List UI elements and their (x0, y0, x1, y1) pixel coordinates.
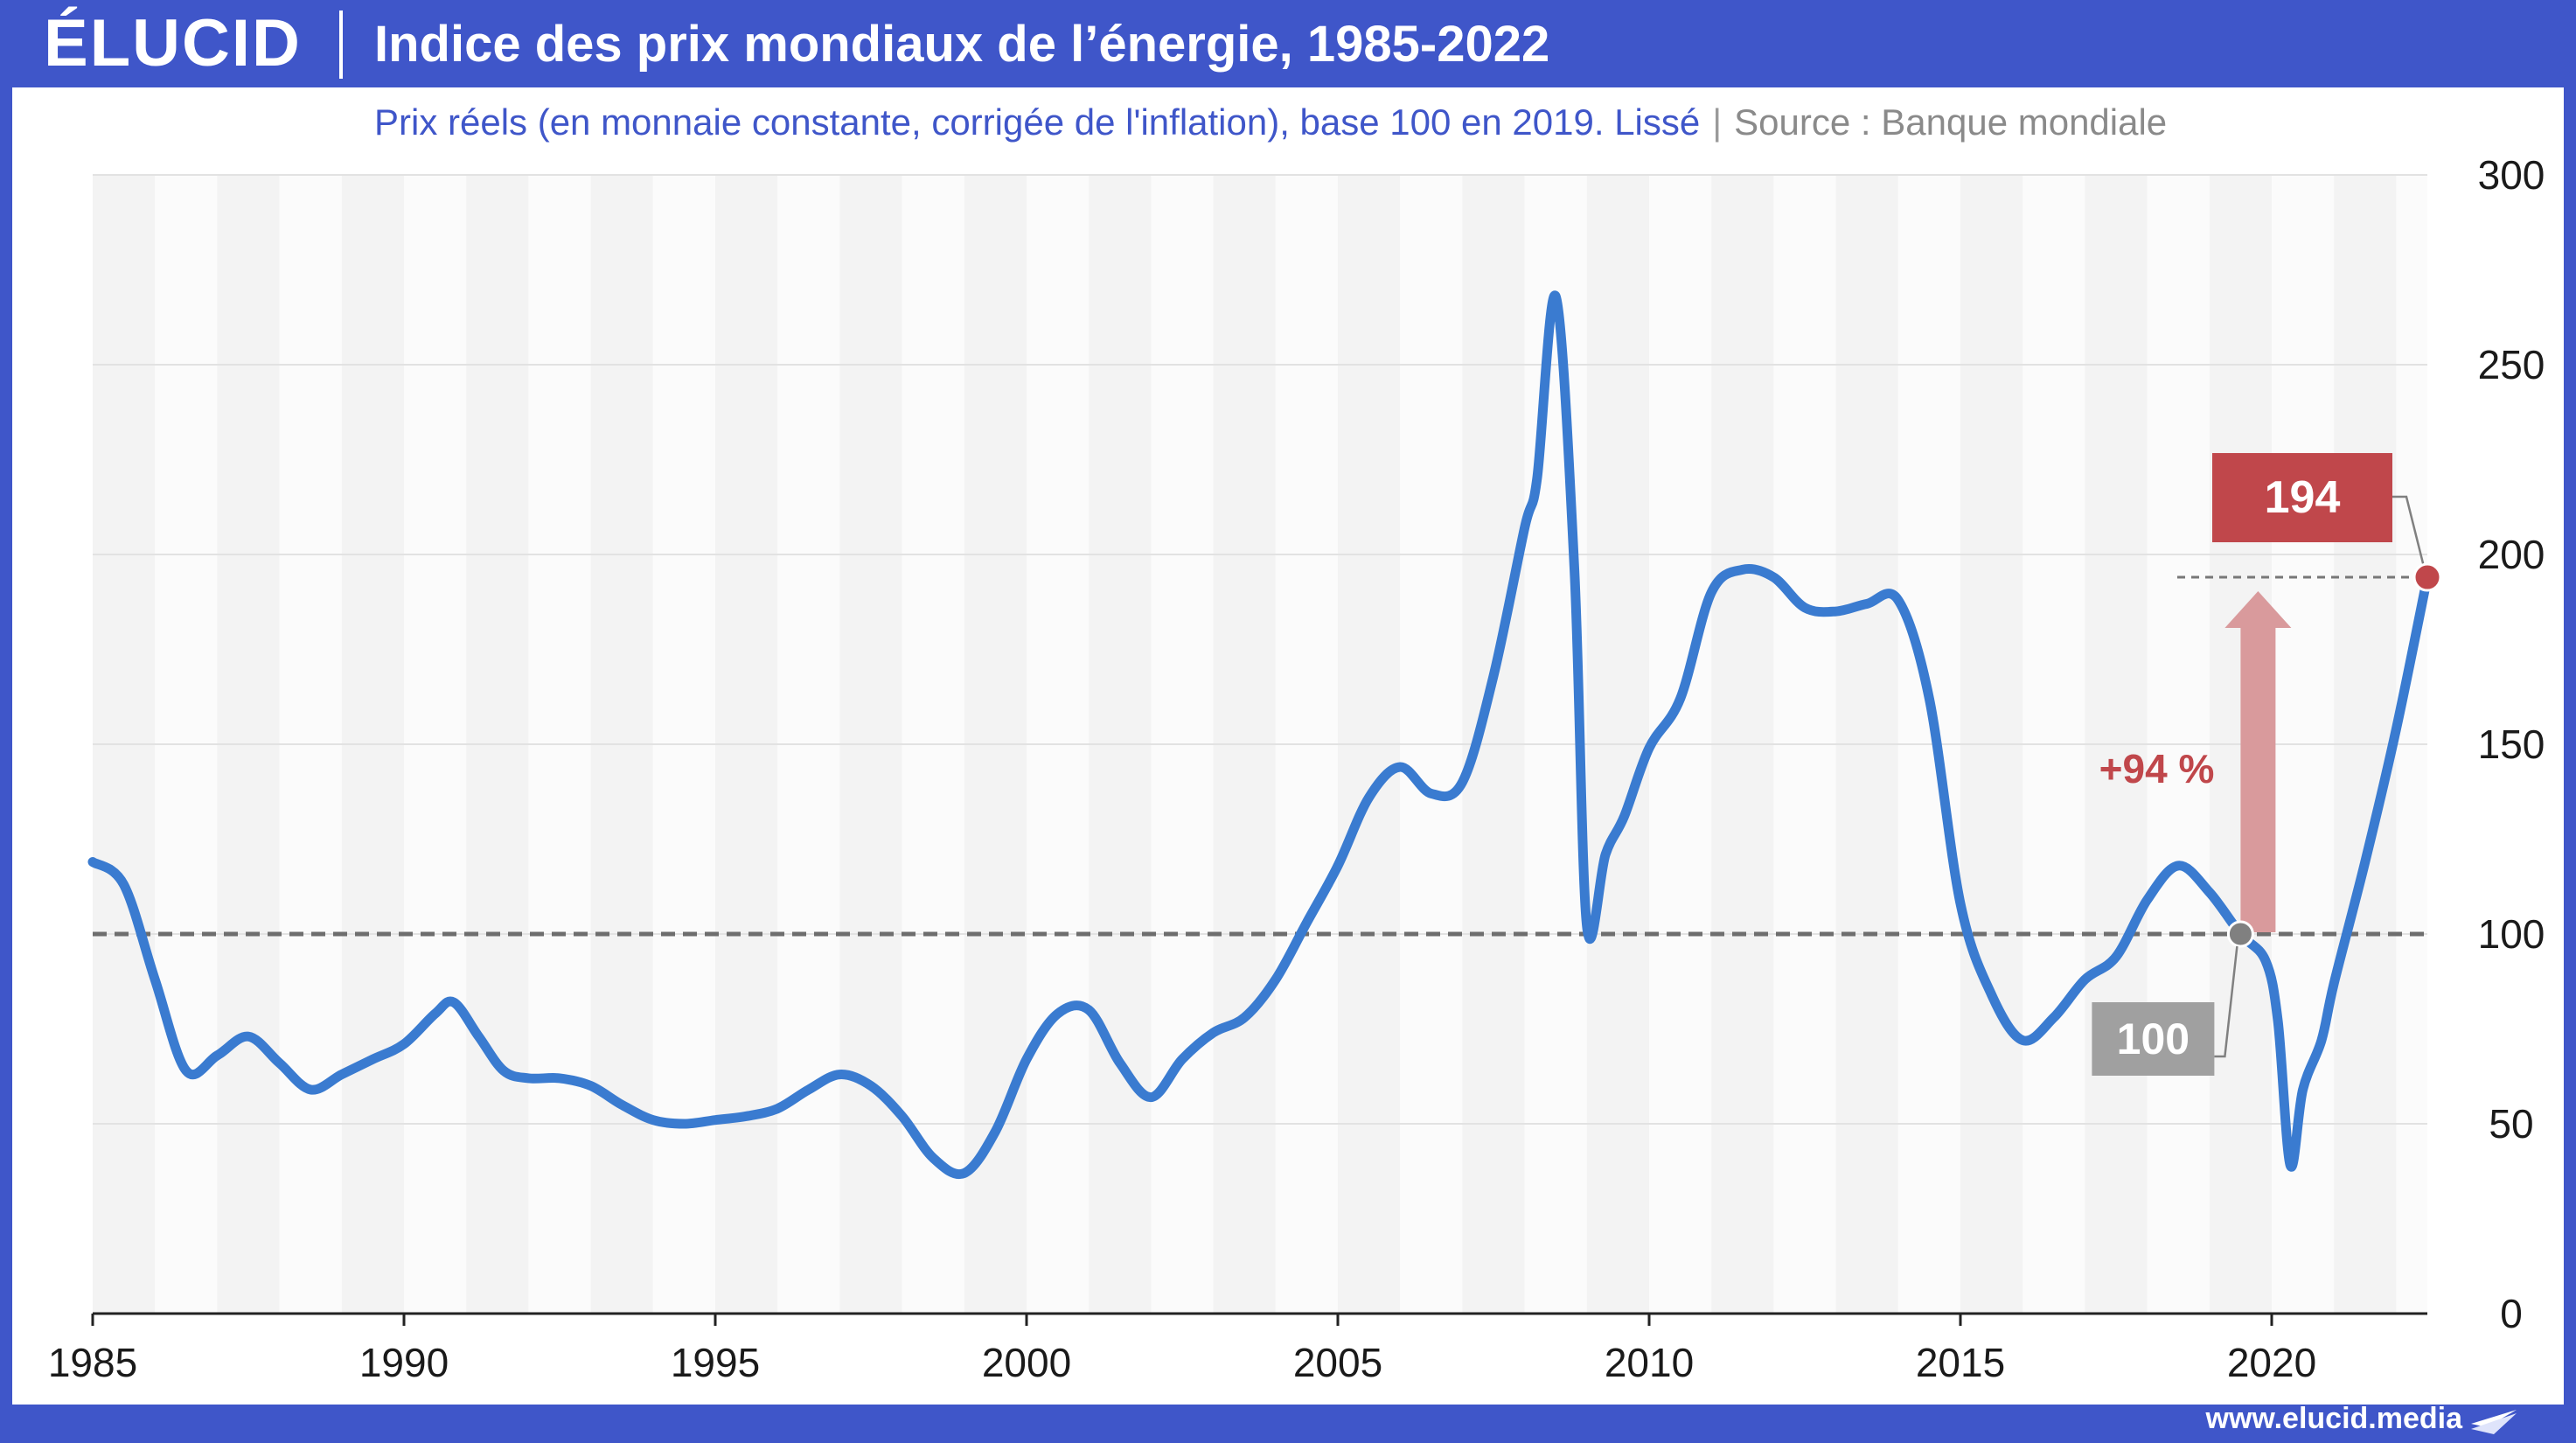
x-tick-label: 2005 (1293, 1340, 1382, 1385)
end-point-marker (2412, 562, 2442, 592)
x-tick-label: 2000 (982, 1340, 1071, 1385)
header-separator (339, 10, 343, 79)
annotations-group: +94 % 100 194 (2092, 453, 2442, 1076)
y-tick-label: 200 (2478, 532, 2545, 577)
y-tick-label: 100 (2478, 911, 2545, 957)
subtitle-row: Prix réels (en monnaie constante, corrig… (374, 98, 2167, 147)
end-label-box (2212, 453, 2392, 543)
x-axis (91, 1312, 2427, 1326)
brand-logo[interactable]: ÉLUCID (44, 6, 302, 80)
y-tick-label: 300 (2478, 152, 2545, 198)
header-bar: ÉLUCID Indice des prix mondiaux de l’éne… (0, 0, 2576, 87)
x-tick-label: 1985 (48, 1340, 137, 1385)
x-tick-label: 2010 (1605, 1340, 1694, 1385)
footer-url[interactable]: www.elucid.media (2205, 1402, 2462, 1435)
base-point-marker (2226, 920, 2254, 948)
x-tick-label: 1995 (671, 1340, 760, 1385)
x-tick-label: 2015 (1916, 1340, 2005, 1385)
source-note: Source : Banque mondiale (1734, 101, 2168, 143)
y-tick-label: 0 (2500, 1291, 2523, 1336)
y-tick-labels: 0 50 100 150 200 250 300 (2478, 152, 2545, 1336)
y-tick-label: 250 (2478, 342, 2545, 387)
chart-subtitle: Prix réels (en monnaie constante, corrig… (374, 101, 1701, 143)
x-tick-label: 2020 (2227, 1340, 2316, 1385)
increase-label: +94 % (2099, 746, 2215, 791)
increase-arrow-head (2224, 591, 2292, 629)
increase-arrow-shaft (2240, 626, 2276, 932)
paper-plane-icon (2471, 1410, 2517, 1434)
base-label-leader (2214, 945, 2238, 1058)
y-tick-label: 50 (2489, 1101, 2533, 1147)
series-line (87, 290, 2433, 1180)
subtitle-separator: | (1712, 101, 1723, 143)
chart-title: Indice des prix mondiaux de l’énergie, 1… (374, 16, 1550, 73)
x-tick-label: 1990 (359, 1340, 449, 1385)
series-group (87, 290, 2433, 1180)
base-label-box (2092, 1002, 2215, 1076)
base-label-text: 100 (2117, 1014, 2190, 1063)
end-label-leader (2392, 495, 2426, 568)
end-label-text: 194 (2265, 472, 2341, 523)
y-tick-label: 150 (2478, 722, 2545, 767)
x-tick-labels: 1985 1990 1995 2000 2005 2010 2015 2020 (48, 1340, 2316, 1385)
